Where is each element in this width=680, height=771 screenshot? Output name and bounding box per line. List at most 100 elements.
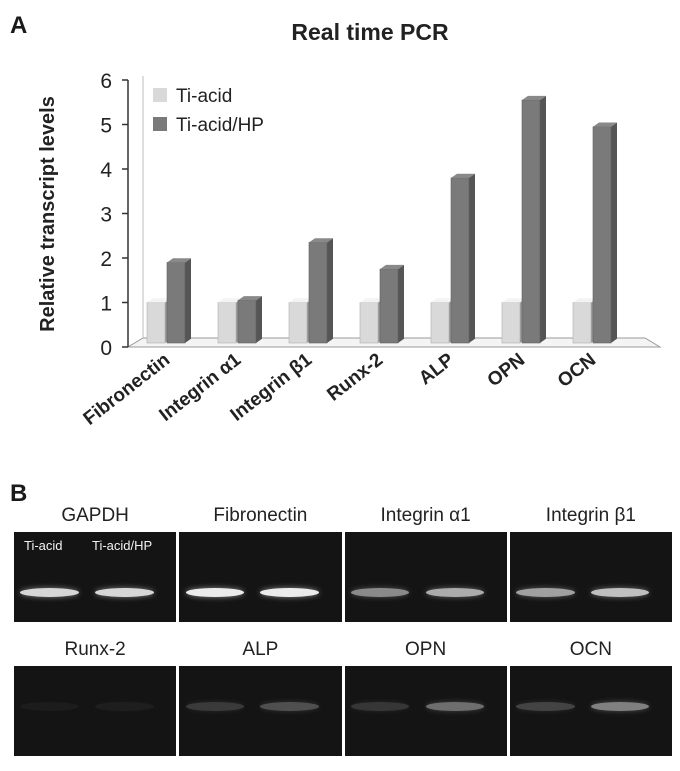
y-tick-label: 3 xyxy=(100,204,112,227)
gel-band-lane-2 xyxy=(260,702,319,711)
bar-ti-acid-6 xyxy=(501,302,521,344)
legend-swatch xyxy=(153,88,167,102)
chart-title: Real time PCR xyxy=(291,19,449,45)
bar-ti-acid-hp-1-top xyxy=(167,258,191,263)
x-category-label: OCN xyxy=(554,349,600,392)
gel-band-lane-2 xyxy=(95,588,154,597)
gel-band-lane-2 xyxy=(95,702,154,711)
y-tick-label: 4 xyxy=(100,159,112,182)
y-tick-label: 5 xyxy=(100,115,112,138)
gel-band-lane-1 xyxy=(185,588,245,597)
gel-image xyxy=(14,666,177,756)
gel-band-lane-2 xyxy=(590,588,650,597)
gel-blot: GAPDH Ti-acid Ti-acid/HP xyxy=(14,500,177,622)
bar-ti-acid-7-top xyxy=(573,298,597,303)
gel-image xyxy=(344,532,507,622)
gel-band-lane-1 xyxy=(20,702,79,711)
bar-ti-acid-3-top xyxy=(289,298,313,303)
bar-ti-acid-hp-2 xyxy=(237,299,257,344)
gel-gene-label: Integrin β1 xyxy=(545,505,636,526)
gel-row-2: Runx-2 ALP OPN OCN xyxy=(14,634,672,756)
gel-gene-label: GAPDH xyxy=(61,505,129,526)
y-tick-label: 6 xyxy=(100,70,112,93)
bar-ti-acid-hp-7-top xyxy=(593,122,617,127)
gel-blot: Fibronectin xyxy=(179,500,342,622)
bar-ti-acid-hp-4-top xyxy=(380,264,404,270)
bar-ti-acid-1 xyxy=(146,302,166,344)
gel-image xyxy=(344,666,507,756)
bar-ti-acid-hp-3-side xyxy=(327,238,333,343)
gel-image xyxy=(179,666,342,756)
bar-chart: Real time PCR 0 1 2 3 4 5 6 Relative transcript … xyxy=(37,19,662,430)
gel-band-lane-2 xyxy=(260,588,319,597)
gel-image xyxy=(179,532,342,622)
y-tick-label: 0 xyxy=(100,337,112,360)
gel-image: Ti-acid Ti-acid/HP xyxy=(14,532,177,622)
bar-ti-acid-hp-1 xyxy=(166,262,186,344)
gel-blot: OPN xyxy=(344,634,507,756)
bar-ti-acid-hp-2-top xyxy=(238,296,262,301)
bar-ti-acid-7 xyxy=(572,302,592,344)
bar-ti-acid-6-top xyxy=(502,298,526,303)
bar-ti-acid-hp-5-top xyxy=(451,173,475,178)
bar-ti-acid-hp-3-top xyxy=(309,238,333,243)
bar-ti-acid-3 xyxy=(288,302,308,344)
gel-gene-label: OCN xyxy=(569,639,612,660)
gel-blot: OCN xyxy=(509,634,672,756)
gel-image xyxy=(509,532,672,622)
bar-ti-acid-hp-4-side xyxy=(398,264,404,343)
gel-band-lane-1 xyxy=(516,702,575,711)
bar-ti-acid-hp-7-side xyxy=(611,122,617,344)
bar-ti-acid-hp-1-side xyxy=(185,258,191,343)
gel-band-lane-1 xyxy=(350,702,410,711)
gel-band-lane-1 xyxy=(185,702,245,711)
bar-ti-acid-hp-4 xyxy=(379,268,399,344)
gel-image xyxy=(509,666,672,756)
gel-blot: Integrin α1 xyxy=(344,500,507,622)
gel-gene-label: ALP xyxy=(242,639,279,660)
legend-swatch xyxy=(153,117,167,131)
gel-row-1: GAPDH Ti-acid Ti-acid/HP Fibronectin Integri… xyxy=(14,500,672,622)
bar-ti-acid-hp-2-side xyxy=(256,296,262,343)
bar-ti-acid-hp-6 xyxy=(521,99,541,344)
y-tick-label: 1 xyxy=(100,293,112,316)
gel-gene-label: Integrin α1 xyxy=(380,505,471,526)
x-category-label: OPN xyxy=(484,349,529,391)
bar-ti-acid-hp-7 xyxy=(592,126,612,344)
lane-label: Ti-acid/HP xyxy=(92,538,153,553)
bar-ti-acid-hp-3 xyxy=(308,242,328,344)
panel-b-label: B xyxy=(10,480,28,507)
y-tick-label: 2 xyxy=(100,248,112,271)
panel-a-label: A xyxy=(10,12,28,39)
bar-ti-acid-5 xyxy=(430,302,450,344)
gel-gene-label: OPN xyxy=(405,639,447,660)
bar-ti-acid-4 xyxy=(359,302,379,344)
gel-band-lane-2 xyxy=(590,702,650,711)
x-category-label: ALP xyxy=(415,349,458,389)
legend-label: Ti-acid xyxy=(176,86,232,107)
x-category-label: Fibronectin xyxy=(80,349,174,429)
gel-gene-label: Runx-2 xyxy=(64,639,126,660)
gel-blot: ALP xyxy=(179,634,342,756)
gel-gene-label: Fibronectin xyxy=(213,505,308,526)
bar-ti-acid-2 xyxy=(217,302,237,344)
bar-ti-acid-hp-5-side xyxy=(469,173,475,343)
bar-ti-acid-hp-5 xyxy=(450,177,470,344)
gel-band-lane-1 xyxy=(350,588,410,597)
gel-band-lane-1 xyxy=(20,588,79,597)
gel-band-lane-2 xyxy=(425,702,485,711)
x-category-label: Runx-2 xyxy=(323,349,387,405)
gel-band-lane-1 xyxy=(516,588,575,597)
legend-label: Ti-acid/HP xyxy=(176,115,264,136)
bar-ti-acid-1-top xyxy=(147,298,171,303)
gel-blot: Runx-2 xyxy=(14,634,177,756)
bar-ti-acid-4-top xyxy=(360,298,384,303)
bar-ti-acid-hp-6-side xyxy=(540,95,546,343)
y-axis-label: Relative transcript levels xyxy=(37,96,59,332)
bar-ti-acid-hp-6-top xyxy=(522,95,546,101)
bar-ti-acid-5-top xyxy=(431,298,455,303)
gel-blot: Integrin β1 xyxy=(509,500,672,622)
gel-band-lane-2 xyxy=(425,588,485,597)
lane-label: Ti-acid xyxy=(24,538,63,553)
bar-ti-acid-2-top xyxy=(218,298,242,303)
